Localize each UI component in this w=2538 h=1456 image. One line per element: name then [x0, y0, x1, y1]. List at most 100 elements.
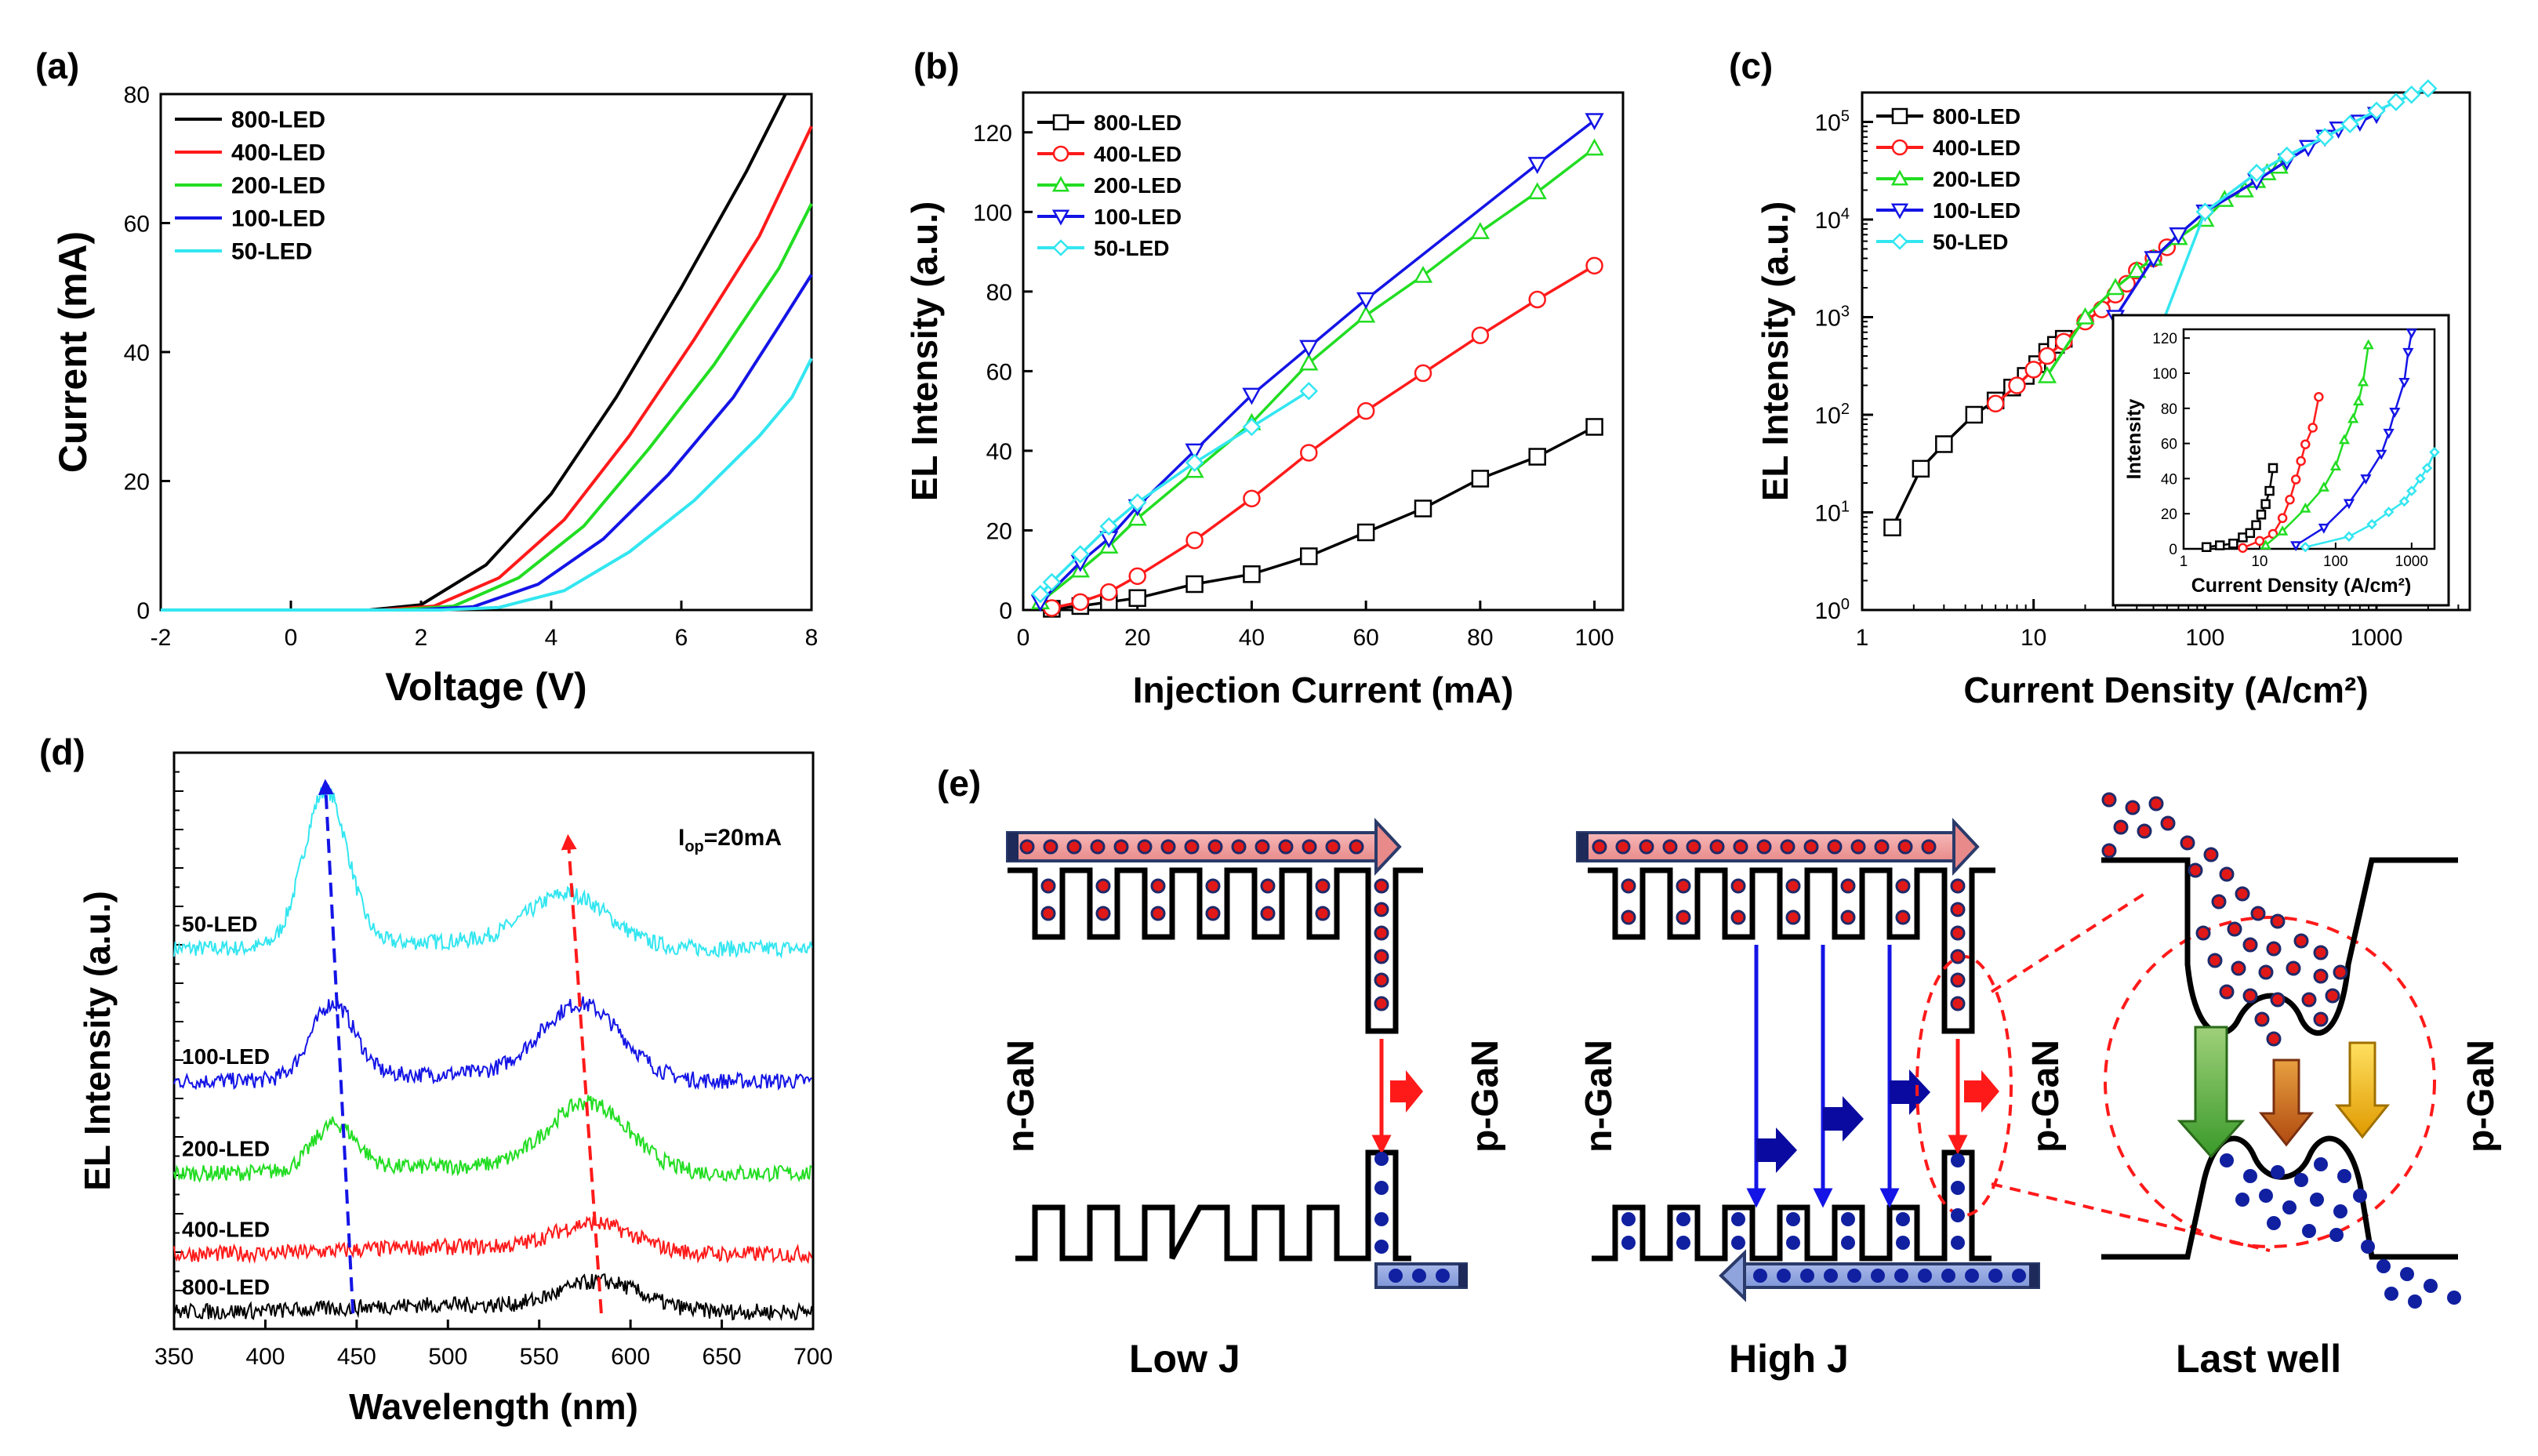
- plot-frame: [1022, 91, 1625, 612]
- hole-dot: [2220, 1153, 2234, 1167]
- data-point-200-LED: [1413, 265, 1433, 283]
- inset-x-tick-label: 1: [2180, 554, 2188, 570]
- x-tick-label: 450: [337, 1344, 376, 1370]
- legend-marker-100-LED: [1051, 209, 1070, 226]
- operating-current-annotation: Iop=20mA: [678, 825, 782, 855]
- electron-dot: [1113, 839, 1129, 855]
- hole-dot: [1951, 1208, 1965, 1222]
- electron-dot: [1374, 902, 1389, 917]
- spectrum-label-800-LED: 800-LED: [182, 1275, 270, 1299]
- electron-dot: [1897, 839, 1913, 855]
- data-point-400-LED: [1300, 444, 1318, 462]
- electron-dot: [1040, 878, 1056, 894]
- inset-data-point-400-LED: [2290, 474, 2301, 485]
- y-tick-label: 103: [1815, 303, 1850, 331]
- legend-marker-200-LED: [1051, 176, 1070, 192]
- electron-dot: [2242, 988, 2258, 1004]
- electron-dot: [2286, 960, 2301, 976]
- data-point-200-LED: [1299, 353, 1319, 371]
- inset-data-point-200-LED: [2338, 434, 2351, 445]
- x-tick-label: -2: [151, 625, 172, 651]
- series-line-100-LED: [161, 274, 813, 612]
- electron-dot: [1260, 878, 1276, 894]
- y-tick-label: 100: [1815, 596, 1850, 624]
- hole-dot: [2447, 1291, 2461, 1305]
- electron-dot: [1785, 878, 1801, 894]
- hole-dot: [2294, 1173, 2308, 1187]
- panel-label-d: (d): [39, 732, 85, 772]
- spectrum-200-LED: [173, 1095, 812, 1183]
- inset-data-point-100-LED: [2405, 329, 2417, 339]
- electron-dot: [1260, 906, 1276, 921]
- photon-red-arrow: [1390, 1070, 1423, 1113]
- photon-blue-arrow-2: [1823, 1096, 1864, 1142]
- hole-dot: [2376, 1259, 2391, 1273]
- electron-dot: [1315, 878, 1331, 894]
- electron-dot: [2211, 894, 2227, 910]
- panel-e-band-diagram: n-GaN p-GaN Low J n-GaN p-Ga: [1000, 792, 2502, 1381]
- legend-label-400-LED: 400-LED: [1094, 142, 1182, 166]
- electron-dot: [1150, 878, 1166, 894]
- electron-dot: [1676, 878, 1691, 894]
- electron-dot: [1950, 949, 1966, 964]
- hole-dot: [1753, 1269, 1767, 1283]
- x-tick-label: 20: [1124, 625, 1150, 651]
- hole-dot: [1800, 1269, 1814, 1283]
- inset-y-tick-label: 80: [2161, 401, 2177, 418]
- inset-data-point-800-LED: [2264, 485, 2275, 496]
- hole-dot: [2267, 1216, 2281, 1230]
- panel-label-b: (b): [913, 45, 960, 86]
- hole-dot: [1676, 1236, 1690, 1250]
- inset-data-point-50-LED: [2344, 531, 2355, 543]
- electron-dot: [1662, 839, 1678, 855]
- plot-frame: [159, 93, 813, 612]
- legend-label-50-LED: 50-LED: [1094, 236, 1169, 260]
- electron-dot: [2270, 992, 2286, 1008]
- data-point-50-LED: [2402, 85, 2421, 104]
- electron-dot: [1040, 906, 1056, 921]
- legend-marker-100-LED: [1890, 203, 1909, 220]
- legend-marker-400-LED: [1052, 145, 1069, 162]
- hole-dot: [2235, 1193, 2249, 1207]
- data-point-800-LED: [1935, 435, 1953, 453]
- x-tick-label: 6: [675, 625, 688, 651]
- electron-dot: [1780, 839, 1795, 855]
- hole-dot: [1824, 1269, 1838, 1283]
- data-point-800-LED: [1414, 499, 1432, 517]
- data-point-200-LED: [1470, 222, 1490, 239]
- inset-data-point-400-LED: [2285, 495, 2295, 505]
- hole-dot: [1896, 1236, 1910, 1250]
- inset-data-point-800-LED: [2251, 520, 2261, 531]
- electron-dot: [2203, 847, 2219, 862]
- hole-dot: [1731, 1236, 1745, 1250]
- hole-dot: [1374, 1212, 1389, 1226]
- electron-dot: [1325, 839, 1341, 855]
- hole-dot: [1731, 1212, 1745, 1226]
- x-tick-label: 550: [520, 1344, 559, 1370]
- p-gan-label-low-j: p-GaN: [1465, 1040, 1506, 1153]
- hole-arrow-tail: [1458, 1264, 1468, 1287]
- electron-dot: [1895, 878, 1911, 894]
- p-gan-label-high-j: p-GaN: [2025, 1040, 2067, 1153]
- conduction-band-last-well: [2101, 857, 2458, 1036]
- spectrum-800-LED: [173, 1273, 813, 1321]
- electron-dot: [1137, 839, 1153, 855]
- inset-data-point-400-LED: [2238, 543, 2248, 554]
- data-point-800-LED: [1965, 405, 1984, 424]
- legend-marker-50-LED: [1891, 233, 1908, 250]
- x-tick-label: 0: [285, 625, 298, 651]
- data-point-200-LED: [1127, 508, 1147, 526]
- emission-arrow-yellow: [2334, 1041, 2391, 1139]
- electron-dot: [2301, 992, 2317, 1008]
- inset-data-point-200-LED: [2347, 412, 2359, 423]
- hole-dot: [2012, 1269, 2026, 1283]
- x-tick-label: 10: [2021, 625, 2046, 651]
- electron-dot: [1950, 878, 1966, 894]
- legend-label-100-LED: 100-LED: [231, 206, 325, 232]
- hole-dot: [2302, 1224, 2316, 1238]
- x-tick-label: 700: [793, 1344, 833, 1370]
- inset-y-tick-label: 40: [2161, 471, 2177, 488]
- hole-dot: [1988, 1269, 2002, 1283]
